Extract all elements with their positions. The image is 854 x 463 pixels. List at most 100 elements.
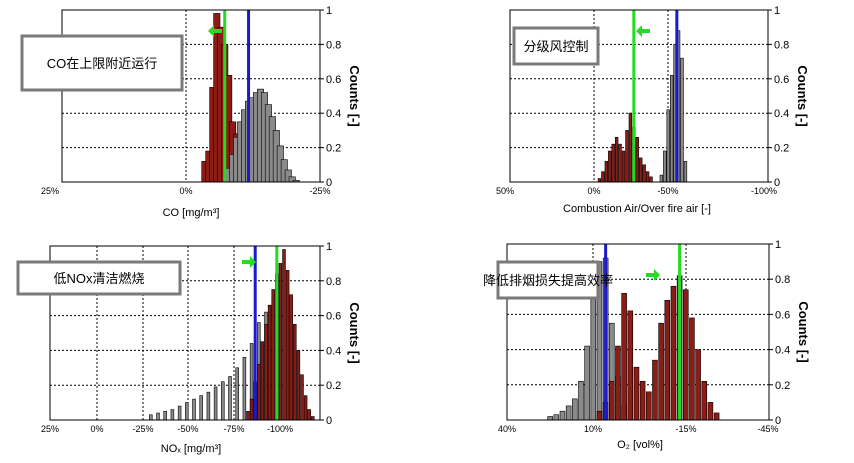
bar-red [628,112,633,183]
bar-red [621,292,627,421]
bar-red [635,136,639,183]
bar-red [695,349,701,421]
bar-red [652,359,658,421]
bar-red [621,150,626,183]
bar-red [608,150,612,183]
x-tick-label: -25% [309,186,330,196]
bar-red [646,391,652,421]
bar-red [303,395,308,421]
bar-red [615,345,621,421]
y-tick-label: 1 [774,5,780,17]
x-axis-title: Combustion Air/Over fire air [-] [563,203,711,215]
bar-red [307,409,311,421]
bar-red [260,341,265,421]
bar-red [609,380,615,421]
x-tick-label: 25% [41,424,59,434]
annotation-box [496,260,600,300]
x-tick-label: -75% [223,424,244,434]
y-tick-label: 0.4 [326,345,341,357]
x-tick-label: 25% [41,186,59,196]
bar-gray [185,402,189,421]
x-axis-title: O₂ [vol%] [617,439,663,451]
bar-red [642,164,646,183]
bar-red [645,171,650,183]
bar-red [683,289,689,421]
annotation-text: 分级风控制 [523,39,588,54]
bar-gray [663,150,667,183]
bar-gray [590,296,597,421]
plot-frame [509,9,769,183]
bar-red [664,300,671,421]
y-axis-title: Counts [-] [347,65,362,126]
y-tick-label: 0.4 [775,345,790,357]
bar-red [249,398,254,421]
annotation-text: 低NOx清洁燃烧 [53,271,144,286]
bar-gray [221,381,225,421]
y-axis-title: Counts [-] [795,65,810,126]
bar-red [246,410,250,421]
bar-gray [553,414,560,421]
y-tick-label: 0 [774,177,780,189]
bar-red [282,249,286,421]
bar-red [271,289,275,421]
x-axis-title: NOₓ [mg/m³] [161,443,221,455]
bar-gray [572,398,578,421]
x-tick-label: 40% [498,424,516,434]
x-tick-label: 0% [179,186,192,196]
bar-gray [149,414,153,421]
y-tick-label: 1 [326,5,332,17]
annotation-box [20,34,184,92]
bar-red [601,171,605,183]
bar-gray [659,174,664,183]
x-tick-label: -25% [132,424,153,434]
plot-frame [49,245,321,421]
bar-red [264,323,268,421]
y-tick-label: 0 [326,415,332,427]
plot-frame [61,9,321,183]
bar-red [618,143,622,183]
y-tick-label: 0 [326,177,332,189]
chart-panel-combustion: 0 0.2 0.4 0.6 0.8 1 Counts [-] 50% 0% -50% -100% Co… [496,5,810,215]
y-tick-label: 0 [775,415,781,427]
x-tick-label: -50% [657,186,678,196]
bar-red [289,294,293,421]
bar-red [300,374,304,421]
bar-red [670,285,677,421]
bar-red [633,366,640,421]
direction-arrow-icon [208,25,222,37]
bar-gray [170,409,175,421]
bar-gray [213,386,218,421]
bar-red [257,364,261,421]
bar-gray [206,391,211,421]
direction-arrow-icon [242,256,256,268]
y-tick-label: 0.2 [326,143,341,155]
bar-gray [192,398,196,421]
bar-gray [670,75,674,183]
direction-arrow-icon [636,25,650,37]
y-tick-label: 1 [326,241,332,253]
bar-gray [199,395,203,421]
y-tick-label: 0.2 [774,143,789,155]
x-tick-label: -15% [675,424,696,434]
y-tick-label: 0.6 [326,311,341,323]
bar-red [311,416,315,421]
x-tick-label: 10% [584,424,602,434]
bar-red [658,322,664,421]
bar-red [713,412,720,421]
bar-gray [235,367,239,421]
bar-red [285,270,290,421]
chart-panel-nox: 0 0.2 0.4 0.6 0.8 1 Counts [-] 25% 0% -25% -50% -75… [16,241,362,455]
x-tick-label: -50% [177,424,198,434]
bar-red [614,136,619,183]
bar-gray [680,57,684,183]
bar-gray [559,410,566,421]
y-tick-label: 0.8 [326,276,341,288]
bar-red [611,143,615,183]
annotation-box [16,260,182,296]
bar-gray [565,405,572,421]
bar-gray [578,380,584,421]
bar-red [296,350,301,421]
bar-red [701,380,708,421]
y-tick-label: 0.8 [326,39,341,51]
plot-frame [506,243,770,421]
